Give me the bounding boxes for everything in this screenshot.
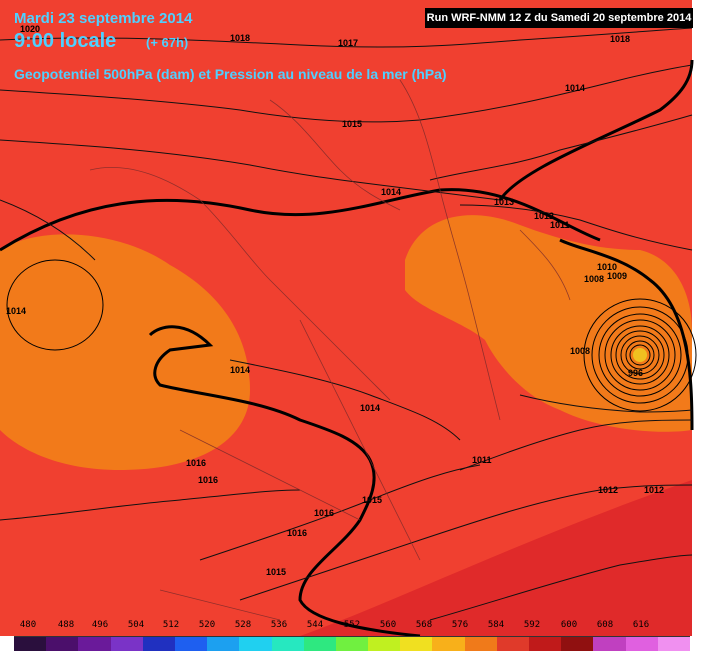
- legend-value: 584: [487, 620, 505, 630]
- isobar-label: 1013: [494, 197, 515, 207]
- legend-swatch: [368, 637, 401, 651]
- isobar-label: 1010: [597, 262, 618, 272]
- legend-swatch: [14, 637, 47, 651]
- legend-swatch: [46, 637, 79, 651]
- isobar-label: 1018: [610, 34, 631, 44]
- isobar-label: 996: [628, 368, 644, 378]
- isobar-label: 1014: [6, 306, 27, 316]
- legend-value: 608: [596, 620, 614, 630]
- legend-swatch: [529, 637, 562, 651]
- isobar-label: 1017: [338, 38, 359, 48]
- legend-value: 560: [379, 620, 397, 630]
- isobar-label: 1014: [565, 83, 586, 93]
- legend-swatch: [561, 637, 594, 651]
- color-scale-bar: [14, 636, 690, 651]
- legend-swatch: [207, 637, 240, 651]
- geopotential-contours: [0, 59, 694, 638]
- forecast-lead-time: (+ 67h): [146, 35, 189, 50]
- legend-swatch: [593, 637, 626, 651]
- isobar-label: 1014: [360, 403, 381, 413]
- legend-swatch: [464, 637, 497, 651]
- model-run-info: Run WRF-NMM 12 Z du Samedi 20 septembre …: [425, 8, 693, 28]
- low-core: [633, 348, 647, 362]
- isobar-label: 1016: [314, 508, 335, 518]
- legend-swatch: [303, 637, 336, 651]
- isobar-label: 1016: [186, 458, 207, 468]
- legend-value: 600: [560, 620, 578, 630]
- legend-labels: 480 488 496 504 512 520 528 536 544 552 …: [14, 620, 692, 634]
- legend-swatch: [110, 637, 143, 651]
- isobars: [0, 27, 693, 621]
- legend-swatch: [78, 637, 111, 651]
- forecast-local-time: 9:00 locale: [14, 30, 117, 52]
- legend-swatch: [142, 637, 175, 651]
- legend-value: 592: [523, 620, 541, 630]
- legend-value: 528: [234, 620, 252, 630]
- isobar-label: 1016: [198, 475, 219, 485]
- legend-value: 536: [270, 620, 288, 630]
- legend-value: 544: [306, 620, 324, 630]
- legend-swatch: [432, 637, 465, 651]
- coastlines-borders: [89, 79, 571, 621]
- legend-value: 520: [198, 620, 216, 630]
- warm-region-east: [405, 215, 692, 432]
- isobar-label: 1020: [20, 24, 41, 34]
- legend-swatch: [239, 637, 272, 651]
- isobar-label: 1012: [644, 485, 665, 495]
- legend-swatch: [174, 637, 208, 651]
- legend-value: 504: [127, 620, 145, 630]
- forecast-date: Mardi 23 septembre 2014: [14, 10, 193, 27]
- isobar-label: 1015: [362, 495, 383, 505]
- legend-swatch: [271, 637, 304, 651]
- isobar-label: 1012: [598, 485, 619, 495]
- closed-isobar-west: [6, 259, 104, 351]
- isobar-label: 1015: [342, 119, 363, 129]
- legend-swatch: [335, 637, 369, 651]
- legend-value: 568: [415, 620, 433, 630]
- isobar-label: 1018: [230, 33, 251, 43]
- isobar-label: 1011: [472, 455, 492, 465]
- legend-swatch: [496, 637, 529, 651]
- legend-swatch: [657, 637, 690, 651]
- geopotential-field-deep: [300, 480, 692, 636]
- legend-value: 552: [343, 620, 361, 630]
- isobar-label: 1011: [550, 220, 570, 230]
- isobar-label: 1014: [230, 365, 251, 375]
- isobar-label: 1009: [607, 271, 628, 281]
- warm-region-west: [0, 234, 250, 470]
- isobar-label: 1016: [287, 528, 308, 538]
- legend-value: 496: [91, 620, 109, 630]
- isobar-label: 1012: [534, 211, 555, 221]
- legend-swatch: [625, 637, 658, 651]
- isobar-label: 1008: [584, 274, 605, 284]
- isobar-label: 1015: [266, 567, 287, 577]
- legend-value: 512: [162, 620, 180, 630]
- isobar-label: 1014: [381, 187, 402, 197]
- legend-swatch: [400, 637, 433, 651]
- field-description: Geopotentiel 500hPa (dam) et Pression au…: [14, 66, 447, 82]
- legend-value: 576: [451, 620, 469, 630]
- low-pressure-center: [583, 298, 697, 412]
- legend-value: 616: [632, 620, 650, 630]
- isobar-label: 1008: [570, 346, 591, 356]
- legend-value: 488: [57, 620, 75, 630]
- legend-value: 480: [19, 620, 37, 630]
